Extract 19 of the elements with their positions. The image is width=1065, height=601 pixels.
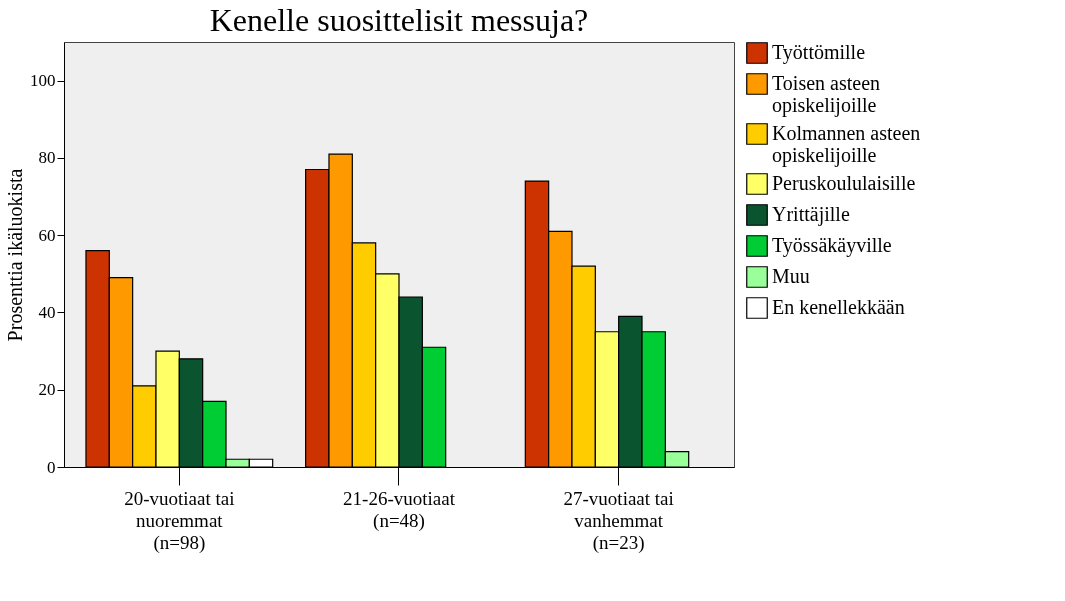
x-tick-label: 20-vuotiaat tai nuoremmat (n=98) (124, 487, 235, 554)
legend-label: Peruskoululaisille (772, 172, 916, 194)
x-tick-label: 21-26-vuotiaat (n=48) (343, 487, 456, 532)
x-tick-label: 27-vuotiaat tai vanhemmat (n=23) (563, 487, 674, 554)
y-tick-label: 20 (38, 380, 56, 400)
legend-label: Muu (772, 265, 810, 287)
y-axis-title: Prosenttia ikäluokista (4, 168, 26, 342)
legend-label: Toisen asteen opiskelijoille (772, 72, 881, 117)
y-tick-label: 100 (30, 71, 56, 91)
legend-label: Työssäkäyville (772, 234, 892, 257)
y-tick-label: 80 (38, 148, 56, 168)
legend-label: En kenellekkään (772, 296, 905, 318)
legend-label: Työttömille (772, 41, 866, 64)
y-tick-label: 60 (38, 225, 56, 245)
chart-title: Kenelle suosittelisit messuja? (209, 2, 589, 38)
legend-label: Kolmannen asteen opiskelijoille (772, 122, 921, 167)
y-tick-label: 0 (47, 457, 56, 477)
legend-label: Yrittäjille (772, 203, 850, 226)
y-tick-label: 40 (38, 302, 56, 322)
